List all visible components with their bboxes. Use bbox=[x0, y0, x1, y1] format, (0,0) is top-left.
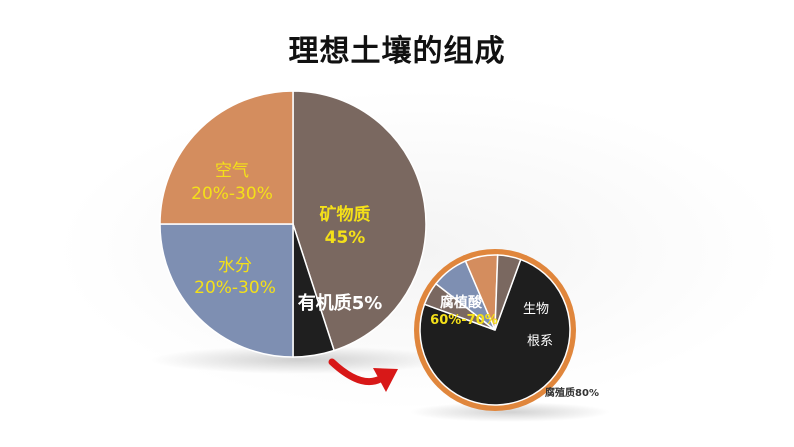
main-slice-label-2: 水分 bbox=[218, 256, 252, 276]
detail-slice-value-0: 60%-70% bbox=[430, 313, 498, 328]
main-pie-slice-0 bbox=[292, 90, 427, 352]
main-slice-label-1: 有机质5% bbox=[298, 292, 383, 314]
detail-slice-label-0: 腐植酸 bbox=[440, 294, 483, 311]
detail-pie bbox=[419, 254, 571, 406]
detail-slice-label-2: 生物 bbox=[523, 302, 549, 317]
arrow-shaft bbox=[328, 358, 386, 385]
main-slice-value-3: 20%-30% bbox=[191, 184, 273, 204]
page-title: 理想土壤的组成 bbox=[288, 34, 506, 69]
detail-slice-label-3: 根系 bbox=[527, 334, 553, 349]
detail-annotation: 腐殖质80% bbox=[545, 386, 599, 399]
main-pie-slice-2 bbox=[159, 223, 294, 358]
detail-pie-shadow bbox=[410, 402, 610, 422]
detail-pie-slice-4 bbox=[494, 254, 522, 331]
main-pie-slice-3 bbox=[159, 90, 294, 225]
arrow-head bbox=[373, 368, 398, 392]
main-slice-label-3: 空气 bbox=[215, 161, 249, 181]
main-slice-value-2: 20%-30% bbox=[194, 278, 276, 298]
detail-pie-slice-0 bbox=[419, 258, 571, 406]
main-slice-value-0: 45% bbox=[325, 228, 366, 248]
main-slice-label-0: 矿物质 bbox=[320, 204, 371, 225]
main-pie bbox=[159, 90, 427, 358]
main-pie-shadow bbox=[150, 346, 450, 374]
